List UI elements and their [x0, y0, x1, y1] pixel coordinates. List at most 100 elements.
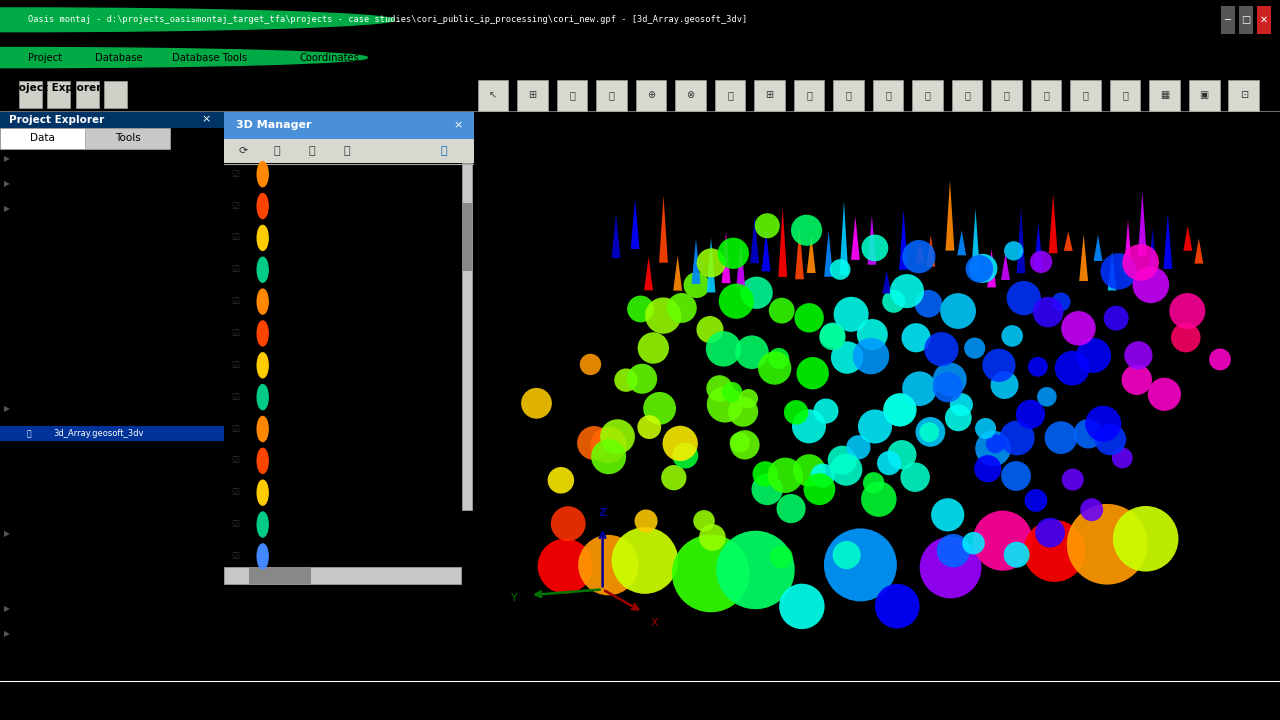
Text: Help: Help	[764, 84, 788, 93]
Point	[1030, 256, 1051, 268]
Point	[694, 515, 714, 526]
Text: Voxels: Voxels	[38, 529, 65, 538]
Point	[653, 310, 673, 321]
Point	[937, 509, 957, 521]
Point	[1097, 539, 1117, 550]
Bar	[1070, 79, 1101, 111]
Bar	[913, 79, 943, 111]
Bar	[1239, 6, 1253, 34]
Circle shape	[257, 194, 269, 219]
Text: ▶: ▶	[5, 404, 10, 413]
Point	[1175, 332, 1196, 343]
Circle shape	[257, 353, 269, 378]
Circle shape	[257, 257, 269, 282]
Point	[964, 342, 984, 354]
Point	[948, 412, 969, 423]
Point	[1038, 306, 1059, 318]
Text: ⊕: ⊕	[646, 91, 655, 100]
Point	[1020, 408, 1041, 420]
Text: ☑: ☑	[232, 361, 239, 370]
Polygon shape	[612, 214, 621, 258]
Point	[832, 454, 852, 466]
Point	[746, 287, 767, 299]
Text: Database Tools: Database Tools	[172, 53, 247, 63]
Point	[883, 296, 904, 307]
Point	[550, 474, 571, 486]
Point	[786, 407, 806, 418]
Point	[943, 545, 964, 557]
Point	[1006, 549, 1027, 560]
Text: 🔍: 🔍	[608, 91, 614, 100]
Point	[940, 374, 960, 385]
Point	[1002, 330, 1023, 342]
Point	[986, 438, 1006, 449]
Point	[776, 469, 796, 481]
Text: 🗒: 🗒	[27, 354, 32, 363]
Text: Z: Z	[1268, 246, 1279, 261]
Text: 🗒: 🗒	[27, 304, 32, 313]
Polygon shape	[659, 195, 668, 263]
Text: Tools & Settings: Tools & Settings	[511, 84, 594, 93]
Text: ☑: ☑	[232, 170, 239, 179]
Point	[813, 470, 833, 482]
Text: 🗒: 🗒	[27, 279, 32, 288]
Point	[1037, 391, 1057, 402]
Text: Data: Data	[31, 133, 55, 143]
Text: ☑: ☑	[232, 488, 239, 498]
Text: ▶: ▶	[5, 604, 10, 613]
Text: 3D Manager: 3D Manager	[237, 120, 312, 130]
Point	[864, 477, 884, 489]
Point	[1093, 418, 1114, 430]
Polygon shape	[1093, 235, 1102, 261]
Text: 📄: 📄	[846, 91, 851, 100]
Point	[768, 353, 788, 364]
Bar	[1229, 79, 1260, 111]
Bar	[1149, 79, 1180, 111]
Text: Voxel: Voxel	[330, 84, 357, 93]
Circle shape	[257, 480, 269, 505]
Text: Maps: Maps	[38, 204, 60, 213]
Circle shape	[257, 225, 269, 251]
Point	[675, 450, 695, 462]
Polygon shape	[1048, 194, 1057, 253]
Text: TSF_INT.geosoft_3dv: TSF_INT.geosoft_3dv	[54, 504, 140, 513]
Point	[937, 382, 957, 393]
Text: Databases: Databases	[38, 154, 83, 163]
Text: ✕: ✕	[1260, 15, 1268, 24]
Polygon shape	[806, 234, 815, 273]
Text: 📁: 📁	[12, 404, 17, 413]
Text: ▦: ▦	[1160, 91, 1170, 100]
Point	[713, 343, 733, 355]
Text: ☑: ☑	[232, 425, 239, 433]
Text: DH-Plot: DH-Plot	[1181, 53, 1220, 63]
Polygon shape	[1148, 228, 1157, 274]
Bar	[248, 567, 311, 584]
Polygon shape	[851, 217, 860, 260]
Point	[887, 600, 908, 612]
Point	[632, 373, 653, 384]
Text: ×: ×	[201, 114, 211, 125]
Text: Project Explorer: Project Explorer	[9, 114, 104, 125]
Point	[1100, 433, 1120, 445]
Point	[756, 220, 777, 232]
Polygon shape	[691, 238, 700, 284]
Polygon shape	[868, 215, 877, 265]
Text: ▶: ▶	[5, 179, 10, 188]
Circle shape	[257, 289, 269, 314]
Bar	[1257, 6, 1271, 34]
Text: 🗒: 🗒	[27, 229, 32, 238]
Text: CORI_EW_IPDATA_CONSTRAINT.geosoft_3dv: CORI_EW_IPDATA_CONSTRAINT.geosoft_3dv	[54, 479, 237, 488]
Text: L8374550.map: L8374550.map	[54, 279, 116, 288]
Text: L8375150_Rx2: L8375150_Rx2	[274, 488, 338, 498]
Bar	[0, 426, 224, 441]
Bar	[557, 79, 588, 111]
Point	[973, 263, 993, 274]
Text: 🔶: 🔶	[924, 91, 931, 100]
Point	[556, 560, 576, 572]
Text: PSAD56 / UTM zone 18S   Cursor: *,* m   Incl: 8° Az.: 78.4° LookAt: 618801.5,837: PSAD56 / UTM zone 18S Cursor: *,* m Incl…	[794, 689, 1263, 698]
Point	[1108, 266, 1129, 277]
Text: 617487.5: 617487.5	[1161, 635, 1204, 658]
Point	[1062, 362, 1083, 374]
Text: 📋: 📋	[806, 91, 812, 100]
Text: Add to 3D: Add to 3D	[224, 84, 276, 93]
